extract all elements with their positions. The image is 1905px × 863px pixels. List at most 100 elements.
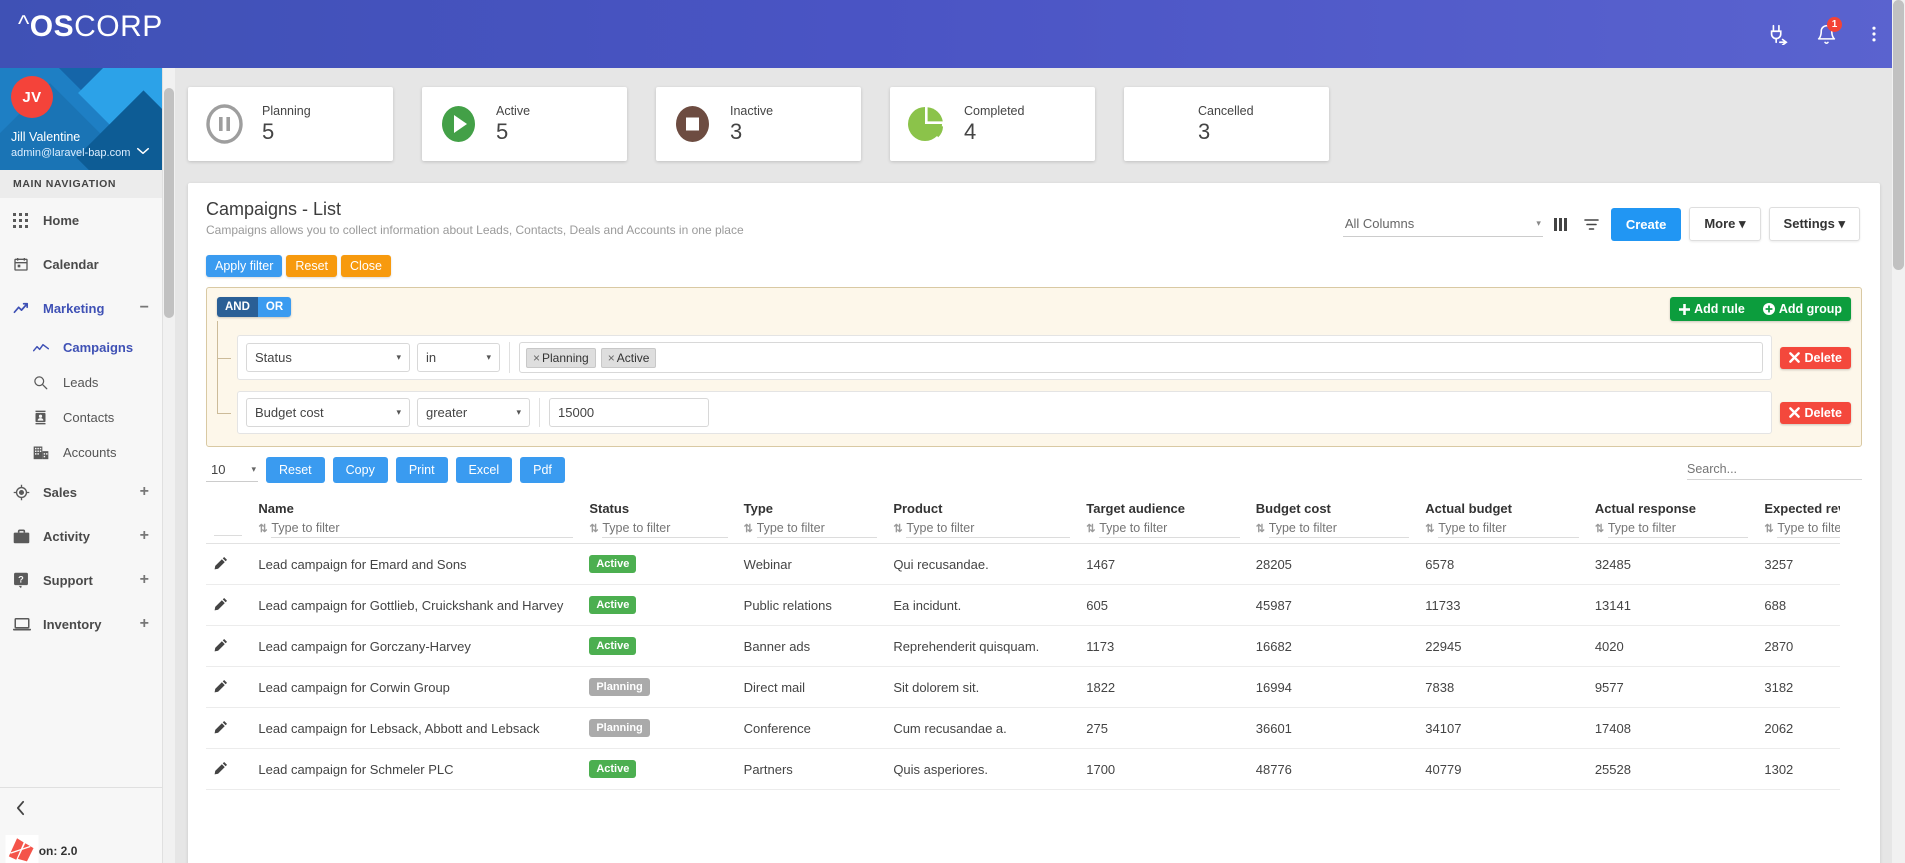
and-or-toggle[interactable]: AND OR (217, 297, 292, 317)
stat-card-active[interactable]: Active 5 (422, 87, 627, 161)
delete-rule-button[interactable]: Delete (1780, 346, 1851, 369)
settings-button[interactable]: Settings ▾ (1768, 207, 1860, 241)
table-print-button[interactable]: Print (395, 457, 448, 483)
expand-plus-icon[interactable]: + (139, 527, 149, 544)
table-row[interactable]: Lead campaign for Gorczany-Harvey Active B… (206, 625, 1840, 667)
pencil-icon[interactable] (214, 720, 228, 737)
columns-icon[interactable] (1551, 211, 1573, 237)
rule-operator-select[interactable]: greater ▾ (417, 398, 530, 427)
search-field[interactable] (1687, 460, 1862, 480)
stat-card-completed[interactable]: Completed 4 (890, 87, 1095, 161)
rule-operator-select[interactable]: in ▾ (417, 343, 500, 372)
columns-select[interactable]: All Columns ▾ (1342, 212, 1543, 237)
row-edit-cell[interactable] (206, 748, 251, 790)
content-scrollbar[interactable] (163, 68, 175, 863)
table-excel-button[interactable]: Excel (455, 457, 513, 483)
apply-filter-button[interactable]: Apply filter (206, 255, 283, 277)
sidebar-item-calendar[interactable]: Calendar (0, 242, 162, 286)
pencil-icon[interactable] (214, 761, 228, 778)
filter-input-actual-budget[interactable] (1438, 521, 1579, 537)
expand-plus-icon[interactable]: + (139, 483, 149, 500)
add-rule-button[interactable]: Add rule (1670, 297, 1754, 321)
filter-input-product[interactable] (906, 521, 1071, 537)
table-row[interactable]: Lead campaign for Corwin Group Planning Di… (206, 666, 1840, 708)
remove-tag-icon[interactable]: × (533, 350, 541, 365)
page-scrollbar[interactable] (1892, 0, 1905, 863)
sort-icon[interactable]: ⇅ (1764, 523, 1774, 535)
filter-reset-button[interactable]: Reset (286, 255, 338, 277)
filter-input-budget-cost[interactable] (1268, 521, 1410, 537)
filter-input-target-audience[interactable] (1099, 521, 1240, 537)
expand-plus-icon[interactable]: + (139, 615, 149, 632)
or-option[interactable]: OR (257, 297, 292, 317)
sidebar-collapse-button[interactable] (0, 787, 162, 827)
sort-icon[interactable]: ⇅ (258, 523, 268, 535)
sidebar-item-marketing[interactable]: Marketing − (0, 286, 162, 330)
table-row[interactable]: Lead campaign for Emard and Sons Active We… (206, 543, 1840, 585)
row-edit-cell[interactable] (206, 666, 251, 708)
filter-input-actual-response[interactable] (1607, 521, 1749, 537)
pencil-icon[interactable] (214, 556, 228, 573)
row-edit-cell[interactable] (206, 543, 251, 585)
table-reset-button[interactable]: Reset (266, 457, 325, 483)
remove-tag-icon[interactable]: × (607, 350, 615, 365)
sidebar-item-activity[interactable]: Activity + (0, 514, 162, 558)
stat-card-inactive[interactable]: Inactive 3 (656, 87, 861, 161)
rule-tag[interactable]: × Active (600, 347, 657, 368)
chevron-down-icon[interactable] (136, 144, 150, 159)
table-row[interactable]: Lead campaign for Gottlieb, Cruickshank … (206, 584, 1840, 626)
stat-card-cancelled[interactable]: Cancelled 3 (1124, 87, 1329, 161)
pencil-icon[interactable] (214, 638, 228, 655)
sort-icon[interactable]: ⇅ (743, 523, 753, 535)
sidebar-item-support[interactable]: ? Support + (0, 558, 162, 602)
filter-input-status[interactable] (602, 521, 728, 537)
and-option[interactable]: AND (217, 297, 258, 317)
sidebar-item-contacts[interactable]: Contacts (0, 400, 162, 435)
avatar[interactable]: JV (11, 76, 53, 118)
page-scrollbar-thumb[interactable] (1893, 0, 1904, 270)
sidebar-item-accounts[interactable]: Accounts (0, 435, 162, 470)
rule-tags-input[interactable]: × Planning × Active (519, 342, 1764, 373)
search-input[interactable] (1687, 462, 1862, 476)
sort-icon[interactable]: ⇅ (893, 523, 903, 535)
sidebar-item-leads[interactable]: Leads (0, 365, 162, 400)
pencil-icon[interactable] (214, 679, 228, 696)
row-edit-cell[interactable] (206, 584, 251, 626)
table-pdf-button[interactable]: Pdf (520, 457, 565, 483)
collapse-minus-icon[interactable]: − (139, 299, 149, 316)
table-row[interactable]: Lead campaign for Lebsack, Abbott and Le… (206, 707, 1840, 749)
sort-icon[interactable]: ⇅ (1086, 523, 1096, 535)
app-logo[interactable]: ^OSCORP (18, 10, 163, 44)
filter-close-button[interactable]: Close (341, 255, 391, 277)
row-edit-cell[interactable] (206, 625, 251, 667)
page-length-select[interactable]: 10 ▾ (206, 459, 258, 482)
table-copy-button[interactable]: Copy (332, 457, 388, 483)
bell-icon[interactable]: 1 (1805, 13, 1847, 55)
rule-tag[interactable]: × Planning (526, 347, 596, 368)
more-button[interactable]: More ▾ (1689, 207, 1761, 241)
content-scrollbar-thumb[interactable] (164, 88, 174, 318)
expand-plus-icon[interactable]: + (139, 571, 149, 588)
table-row[interactable]: Lead campaign for Schmeler PLC Active Part… (206, 748, 1840, 790)
sidebar-item-home[interactable]: Home (0, 198, 162, 242)
more-vertical-icon[interactable] (1853, 13, 1895, 55)
row-edit-cell[interactable] (206, 707, 251, 749)
filter-input-name[interactable] (271, 521, 574, 537)
add-group-button[interactable]: Add group (1754, 297, 1851, 321)
pencil-icon[interactable] (214, 597, 228, 614)
user-panel[interactable]: JV Jill Valentine admin@laravel-bap.com (0, 68, 162, 170)
filter-input-type[interactable] (756, 521, 878, 537)
sort-icon[interactable]: ⇅ (589, 523, 599, 535)
sidebar-item-sales[interactable]: Sales + (0, 470, 162, 514)
sort-icon[interactable]: ⇅ (1594, 523, 1605, 535)
sidebar-item-inventory[interactable]: Inventory + (0, 602, 162, 646)
rule-value-input[interactable] (549, 398, 709, 427)
delete-rule-button[interactable]: Delete (1780, 401, 1851, 424)
sort-icon[interactable]: ⇅ (1255, 523, 1265, 535)
rule-field-select[interactable]: Budget cost ▾ (246, 398, 410, 427)
filter-input-expected-revenue[interactable] (1777, 521, 1840, 537)
rule-field-select[interactable]: Status ▾ (246, 343, 410, 372)
sort-icon[interactable]: ⇅ (1425, 523, 1435, 535)
sidebar-item-campaigns[interactable]: Campaigns (0, 330, 162, 365)
plug-icon[interactable] (1757, 13, 1799, 55)
